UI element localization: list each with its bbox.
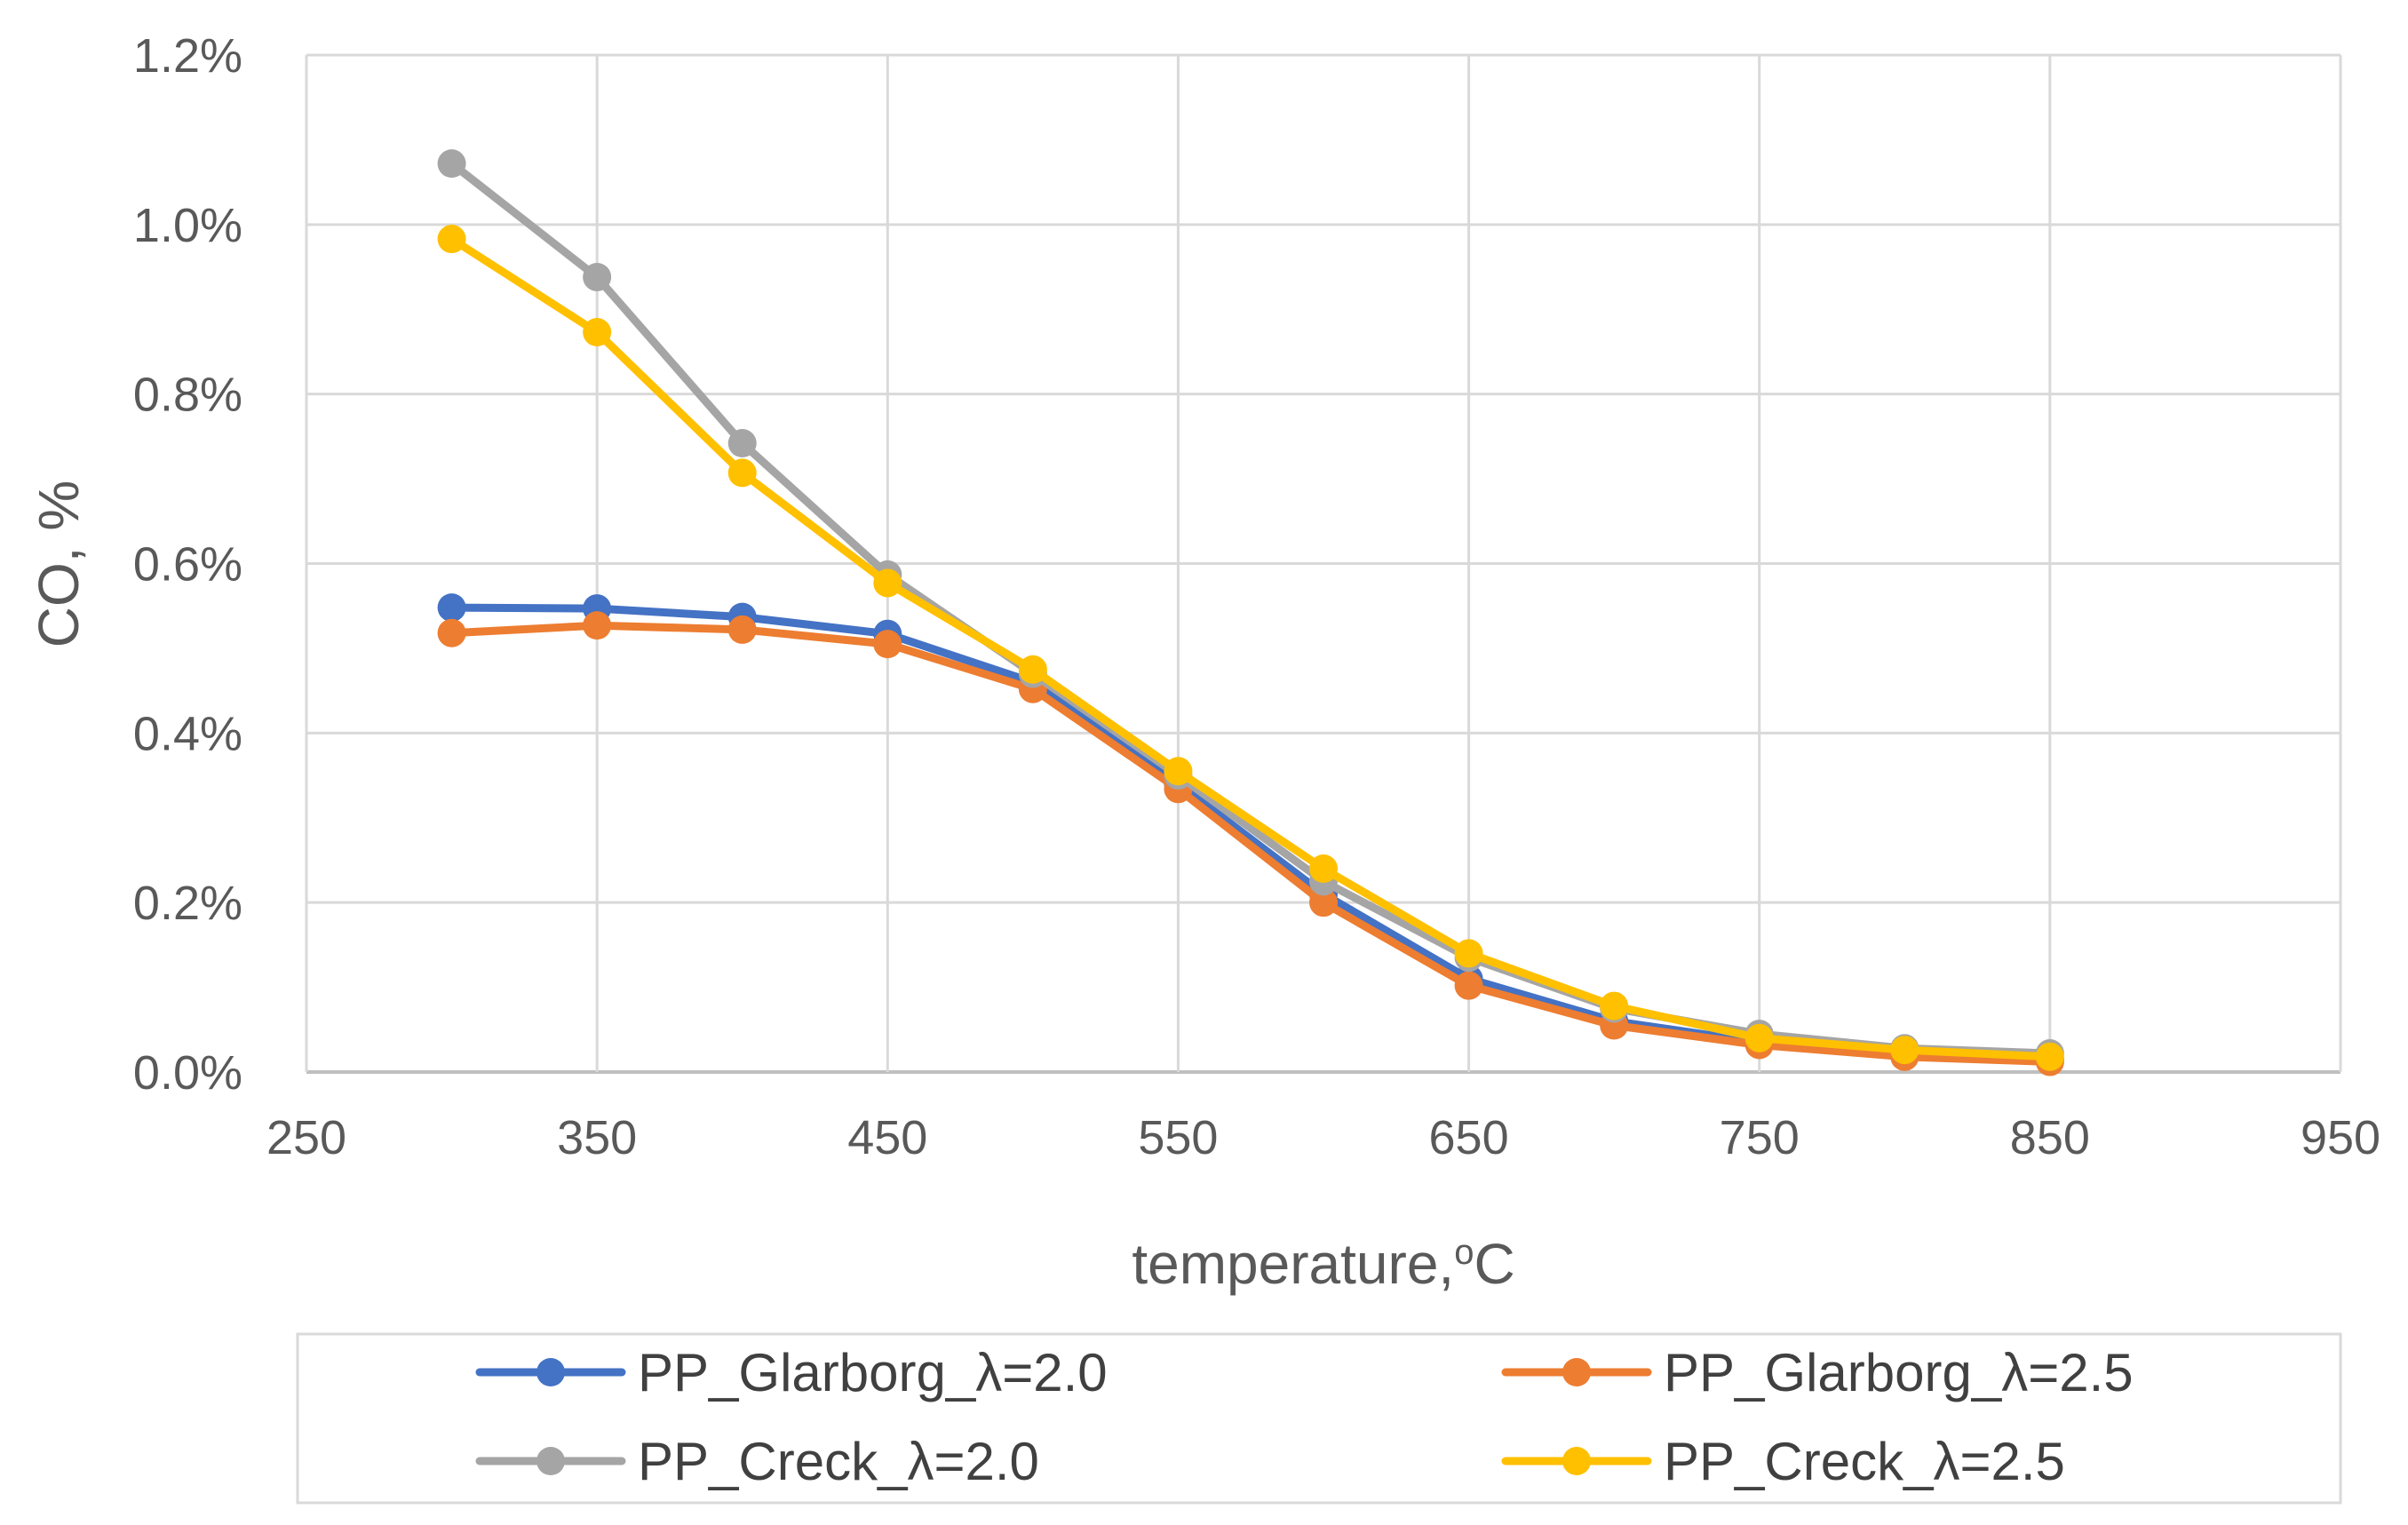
y-tick-label: 0.2% (133, 877, 242, 930)
y-axis-title: CO, % (27, 481, 91, 647)
legend-label-2: PP_Glarborg_λ=2.5 (1664, 1343, 2134, 1402)
series-4-point (1890, 1036, 1919, 1065)
x-tick-label: 950 (2301, 1111, 2380, 1164)
x-tick-label: 850 (2010, 1111, 2090, 1164)
legend-label-4: PP_Creck_λ=2.5 (1664, 1432, 2065, 1491)
x-tick-label: 450 (847, 1111, 927, 1164)
legend-marker-2 (1562, 1358, 1591, 1386)
x-axis-title-superscript: o (1454, 1233, 1474, 1272)
y-tick-label: 0.0% (133, 1046, 242, 1100)
gridlines (305, 53, 2342, 1074)
legend-box (296, 1332, 2342, 1505)
legend-label-1: PP_Glarborg_λ=2.0 (638, 1343, 1108, 1402)
series-1-point (437, 593, 466, 623)
series-4-point (1164, 757, 1193, 786)
series-3-point (583, 262, 612, 291)
series-4-point (1744, 1023, 1774, 1052)
series-line-1 (448, 603, 2054, 1064)
series-4-point (1309, 854, 1338, 883)
series-2-point (437, 618, 466, 647)
series-4-point (873, 568, 902, 598)
legend-marker-4 (1562, 1447, 1591, 1475)
series-4-point (583, 318, 612, 347)
x-tick-label: 550 (1138, 1111, 1218, 1164)
y-tick-label: 0.4% (133, 707, 242, 760)
x-tick-label: 750 (1720, 1111, 1800, 1164)
series-3-point (437, 149, 466, 179)
series-4-point (1454, 939, 1483, 968)
y-tick-label: 1.0% (133, 199, 242, 252)
series-line-2 (448, 621, 2054, 1066)
series-2-point (583, 611, 612, 640)
x-tick-label: 650 (1429, 1111, 1509, 1164)
y-tick-label: 0.6% (133, 538, 242, 592)
x-axis-title: temperature,oC (1132, 1232, 1514, 1296)
y-tick-label: 1.2% (133, 29, 242, 83)
series-2-point (1454, 971, 1483, 1000)
x-axis-title-text: temperature, (1132, 1232, 1454, 1296)
series-layer (437, 149, 2064, 1076)
legend-marker-1 (536, 1358, 565, 1386)
series-3-point (727, 429, 757, 458)
x-tick-label: 250 (266, 1111, 346, 1164)
series-4-point (1018, 655, 1047, 684)
series-4-point (437, 225, 466, 254)
y-tick-label: 0.8% (133, 369, 242, 422)
y-axis-ticks: 0.0% 0.2% 0.4% 0.6% 0.8% 1.0% 1.2% (133, 29, 242, 1100)
series-line-4 (448, 234, 2054, 1061)
series-4-point (727, 458, 757, 488)
legend-label-3: PP_Creck_λ=2.0 (638, 1432, 1039, 1491)
x-axis-title-unit: C (1474, 1232, 1514, 1296)
series-2-point (1309, 888, 1338, 917)
series-line-3 (448, 159, 2054, 1058)
x-axis-ticks: 250 350 450 550 650 750 850 950 (266, 1111, 2380, 1164)
x-tick-label: 350 (557, 1111, 637, 1164)
series-4-point (1600, 991, 1629, 1021)
series-2-point (727, 615, 757, 644)
legend-marker-3 (536, 1447, 565, 1475)
legend: PP_Glarborg_λ=2.0 PP_Glarborg_λ=2.5 PP_Cre… (475, 1343, 2134, 1491)
series-4-point (2035, 1042, 2064, 1071)
series-2-point (873, 630, 902, 659)
